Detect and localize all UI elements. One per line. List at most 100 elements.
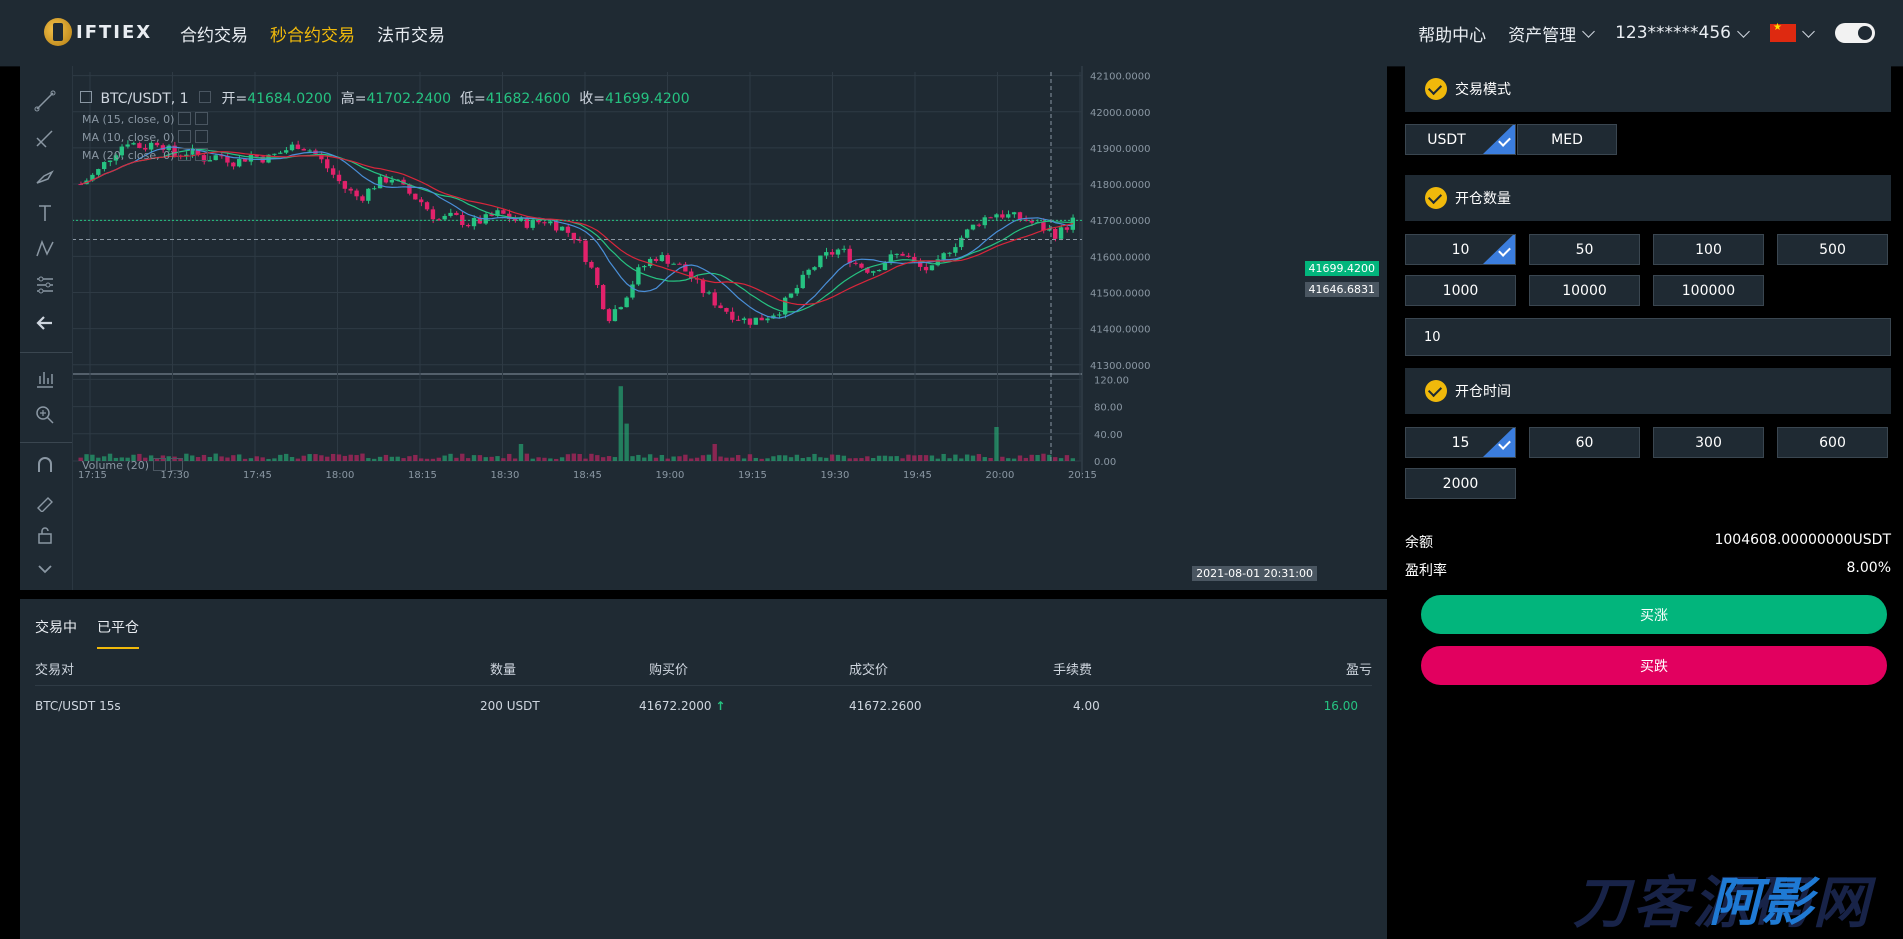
buy-up-button[interactable]: 买涨 xyxy=(1421,595,1887,634)
nav-fiat-trading[interactable]: 法币交易 xyxy=(377,25,445,46)
measure-tool-icon[interactable] xyxy=(34,274,56,296)
fib-tool-icon[interactable] xyxy=(34,128,56,150)
table-row[interactable]: BTC/USDT 15s 200 USDT 41672.2000 ↑ 41672… xyxy=(35,692,1372,720)
candle-body xyxy=(283,150,289,153)
candle-body xyxy=(325,159,330,169)
settings-icon[interactable] xyxy=(153,458,166,471)
mode-med-label: MED xyxy=(1551,131,1583,148)
close-icon[interactable] xyxy=(195,130,209,143)
qty-option-100000[interactable]: 100000 xyxy=(1653,275,1764,306)
open-value: 41684.0200 xyxy=(247,91,332,107)
candle-body xyxy=(970,224,976,230)
unlock-icon[interactable] xyxy=(34,524,56,546)
time-option-2000[interactable]: 2000 xyxy=(1405,468,1516,499)
check-circle-icon xyxy=(1425,78,1447,100)
candle-body xyxy=(131,143,136,145)
candle-body xyxy=(841,248,847,250)
candle-body xyxy=(559,226,565,231)
asset-management-menu[interactable]: 资产管理 xyxy=(1508,21,1595,46)
volume-bar xyxy=(800,458,805,461)
volume-bar xyxy=(1023,457,1029,461)
candle-body xyxy=(330,168,336,175)
candle-body xyxy=(495,210,500,216)
chevron-down-icon[interactable] xyxy=(34,558,56,580)
nav-contract-trading[interactable]: 合约交易 xyxy=(180,25,248,46)
time-option-15[interactable]: 15 xyxy=(1405,427,1516,458)
magnet-icon[interactable] xyxy=(34,454,56,476)
candle-body xyxy=(888,254,894,264)
logo[interactable]: IFTIEX xyxy=(44,18,152,46)
tab-closed[interactable]: 已平仓 xyxy=(97,617,139,649)
candle-body xyxy=(413,193,418,200)
time-option-60[interactable]: 60 xyxy=(1529,427,1640,458)
time-option-600[interactable]: 600 xyxy=(1777,427,1888,458)
volume-bar xyxy=(1041,453,1046,461)
qty-option-1000[interactable]: 1000 xyxy=(1405,275,1516,306)
open-qty-title: 开仓数量 xyxy=(1455,191,1511,207)
mode-usdt-option[interactable]: USDT xyxy=(1405,124,1516,155)
candle-body xyxy=(847,248,852,263)
time-option-300[interactable]: 300 xyxy=(1653,427,1764,458)
open-time-title: 开仓时间 xyxy=(1455,384,1511,400)
volume-bar xyxy=(424,458,430,461)
qty-option-50[interactable]: 50 xyxy=(1529,234,1640,265)
settings-icon[interactable] xyxy=(178,112,192,125)
qty-option-500[interactable]: 500 xyxy=(1777,234,1888,265)
text-tool-icon[interactable] xyxy=(34,202,56,224)
lock-drawings-icon[interactable] xyxy=(34,490,56,513)
qty-option-100[interactable]: 100 xyxy=(1653,234,1764,265)
close-icon[interactable] xyxy=(170,458,183,471)
settings-icon[interactable] xyxy=(178,130,192,143)
row-deal-price: 41672.2600 xyxy=(849,699,922,713)
volume-bar xyxy=(448,453,453,461)
settings-icon[interactable] xyxy=(178,148,192,161)
volume-bar xyxy=(665,458,670,461)
time-option-label: 300 xyxy=(1695,434,1722,451)
time-cursor-tag: 2021-08-01 20:31:00 xyxy=(1192,566,1317,581)
theme-toggle[interactable] xyxy=(1835,23,1875,43)
volume-bar xyxy=(689,458,694,461)
china-flag-icon xyxy=(1770,22,1796,42)
qty-option-10000[interactable]: 10000 xyxy=(1529,275,1640,306)
brush-tool-icon[interactable] xyxy=(34,166,56,188)
indicators-tool-icon[interactable] xyxy=(34,368,56,390)
candle-body xyxy=(248,154,254,162)
price-tick-label: 41400.0000 xyxy=(1090,325,1150,336)
candle-body xyxy=(143,147,148,150)
time-tick-label: 18:30 xyxy=(491,470,520,481)
language-menu[interactable] xyxy=(1770,22,1815,42)
trend-line-tool-icon[interactable] xyxy=(34,90,56,112)
candle-body xyxy=(460,215,465,225)
candle-body xyxy=(231,162,236,167)
candle-body xyxy=(507,213,512,219)
candle-body xyxy=(642,266,647,268)
drawing-toolbar xyxy=(20,66,73,590)
qty-input[interactable] xyxy=(1405,318,1891,356)
candle-body xyxy=(935,259,940,266)
buy-down-button[interactable]: 买跌 xyxy=(1421,646,1887,685)
account-menu[interactable]: 123******456 xyxy=(1615,23,1750,43)
zoom-in-icon[interactable] xyxy=(34,404,56,426)
pattern-tool-icon[interactable] xyxy=(34,238,56,260)
back-arrow-icon[interactable] xyxy=(34,312,56,334)
candle-body xyxy=(172,145,177,156)
candle-body xyxy=(501,210,506,214)
profit-rate-label: 盈利率 xyxy=(1405,563,1447,579)
volume-bar xyxy=(301,455,306,461)
nav-second-contract-trading[interactable]: 秒合约交易 xyxy=(270,25,355,46)
candlestick-chart[interactable]: 42100.0000 42000.0000 41900.0000 41800.0000… xyxy=(20,66,1387,590)
candle-body xyxy=(436,219,441,221)
help-center-link[interactable]: 帮助中心 xyxy=(1418,25,1487,46)
qty-option-label: 50 xyxy=(1575,241,1594,258)
time-option-label: 600 xyxy=(1819,434,1846,451)
close-icon[interactable] xyxy=(195,112,209,125)
mode-med-option[interactable]: MED xyxy=(1517,124,1617,155)
candle-body xyxy=(418,199,424,203)
volume-bar xyxy=(418,458,424,461)
tab-trading[interactable]: 交易中 xyxy=(35,620,77,636)
settings-icon[interactable] xyxy=(199,91,212,103)
close-icon[interactable] xyxy=(195,148,209,161)
legend-collapse-icon[interactable] xyxy=(80,91,92,103)
trade-mode-title: 交易模式 xyxy=(1455,82,1511,98)
qty-option-10[interactable]: 10 xyxy=(1405,234,1516,265)
